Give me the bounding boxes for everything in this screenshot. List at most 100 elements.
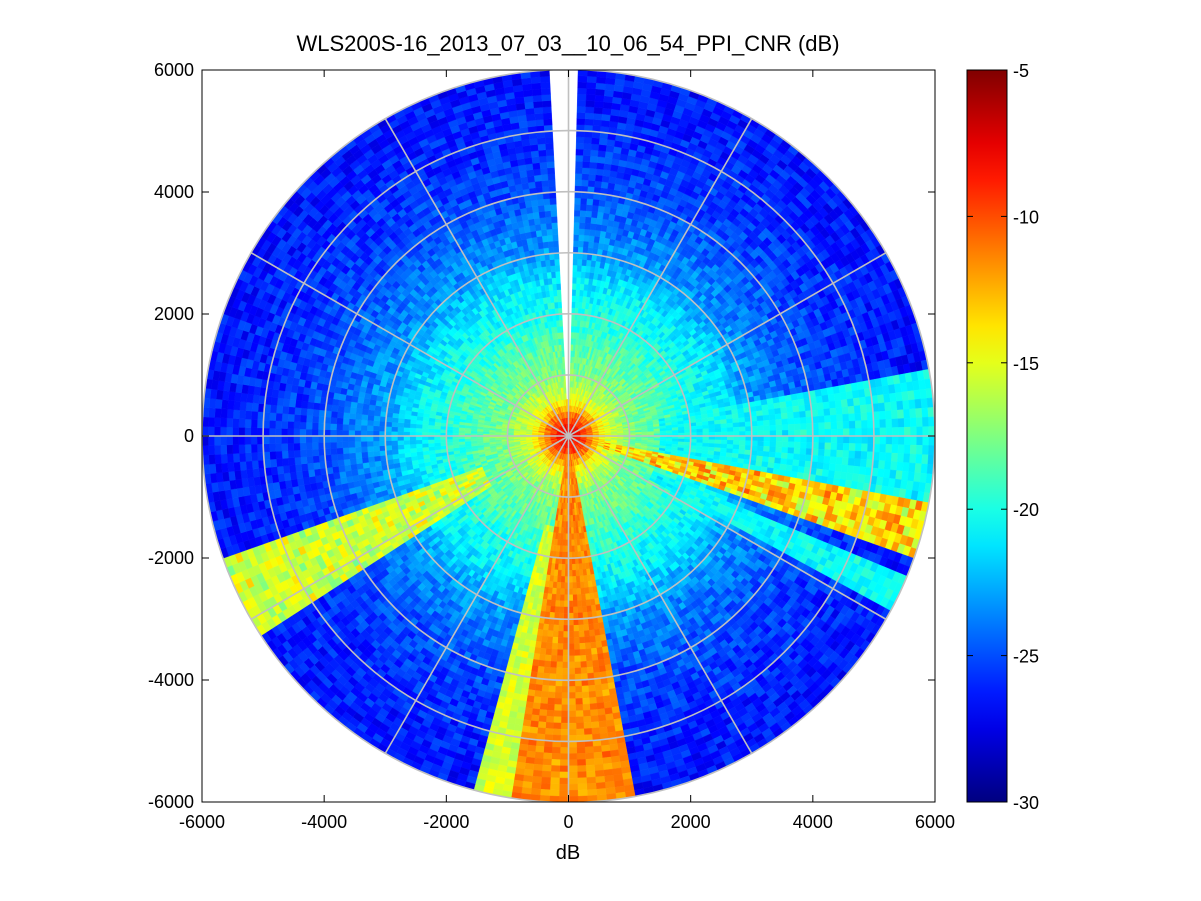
cnr-cell [901, 391, 909, 402]
cnr-cell [815, 395, 824, 404]
cnr-cell [885, 444, 893, 454]
cnr-cell [726, 439, 734, 445]
cnr-cell [731, 413, 739, 419]
cnr-cell [836, 449, 844, 458]
cnr-cell [824, 415, 831, 423]
cnr-cell [702, 424, 709, 430]
cnr-cell [653, 431, 661, 434]
cnr-cell [571, 325, 575, 333]
cnr-cell [590, 143, 600, 151]
cnr-cell [836, 414, 844, 423]
cnr-cell [878, 460, 886, 470]
cnr-cell [824, 449, 831, 457]
cnr-cell [576, 277, 582, 284]
cnr-cell [852, 397, 861, 407]
cnr-cell [896, 461, 904, 472]
cnr-cell [840, 464, 849, 473]
cnr-cell [762, 414, 770, 421]
cnr-cell [909, 444, 917, 455]
cnr-cell [714, 419, 721, 425]
cnr-cell [898, 435, 905, 445]
cnr-cell [830, 414, 838, 423]
cnr-cell [878, 410, 886, 420]
cnr-cell [779, 463, 787, 471]
cnr-cell [577, 70, 588, 77]
cnr-cell [878, 402, 886, 412]
cnr-cell [767, 403, 775, 410]
cnr-cell [590, 217, 598, 225]
cnr-cell [922, 435, 930, 446]
cnr-cell [910, 435, 917, 446]
cnr-cell [793, 417, 801, 425]
cnr-cell [738, 421, 746, 428]
cnr-cell [596, 162, 605, 170]
cnr-cell [896, 400, 904, 411]
cnr-cell [879, 443, 887, 453]
cnr-cell [690, 439, 697, 443]
cnr-cell [677, 426, 685, 431]
cnr-cell [780, 458, 788, 465]
cnr-cell [732, 444, 740, 450]
cnr-cell [797, 398, 805, 406]
cnr-cell [920, 463, 928, 474]
cnr-cell [585, 106, 595, 114]
cnr-cell [761, 404, 769, 411]
cnr-cell [842, 413, 850, 422]
cnr-cell [816, 461, 824, 470]
cnr-cell [762, 456, 770, 463]
cnr-cell [732, 417, 740, 424]
cnr-cell [659, 430, 667, 434]
cnr-cell [793, 453, 801, 461]
cnr-cell [891, 444, 899, 454]
cnr-cell [860, 451, 868, 460]
cnr-cell [775, 446, 783, 453]
cnr-cell [726, 418, 734, 424]
cnr-cell [726, 427, 734, 433]
cnr-cell [573, 222, 580, 229]
cnr-cell [589, 161, 598, 169]
cnr-cell [828, 463, 836, 472]
cnr-cell [800, 423, 807, 431]
cnr-cell [891, 452, 899, 463]
cnr-cell [855, 435, 862, 444]
cnr-cell [601, 175, 610, 183]
cnr-cell [848, 413, 856, 422]
cnr-cell [787, 412, 795, 419]
cnr-cell [678, 429, 685, 434]
cnr-cell [774, 407, 782, 415]
cnr-cell [684, 438, 691, 443]
cnr-cell [836, 428, 844, 437]
cnr-cell [581, 173, 590, 181]
cnr-cell [843, 435, 850, 444]
cnr-cell [597, 211, 605, 220]
cnr-cell [763, 425, 771, 432]
cnr-cell [571, 313, 576, 321]
cnr-cell [592, 119, 602, 127]
cnr-cell [928, 435, 935, 446]
cnr-cell [891, 418, 899, 428]
cnr-cell [854, 450, 862, 460]
cnr-cell [584, 118, 594, 126]
cnr-cell [829, 456, 837, 465]
cnr-cell [580, 271, 586, 279]
cnr-cell [597, 156, 606, 164]
cnr-cell [719, 415, 727, 421]
cnr-cell [860, 412, 868, 421]
cnr-cell [586, 82, 597, 90]
cnr-cell [768, 414, 776, 421]
cnr-cell [898, 427, 905, 437]
cnr-cell [897, 409, 905, 419]
cnr-cell [774, 413, 782, 420]
cnr-cell [726, 448, 734, 454]
cnr-cell [798, 404, 806, 412]
cnr-cell [597, 205, 606, 213]
cnr-cell [581, 265, 587, 273]
cnr-cell [852, 465, 861, 475]
cnr-cell [755, 405, 763, 412]
cnr-cell [769, 419, 777, 426]
cnr-cell [737, 412, 745, 419]
cnr-cell [791, 399, 799, 407]
cnr-cell [833, 392, 842, 402]
cnr-cell [583, 234, 590, 242]
cnr-cell [702, 428, 710, 433]
